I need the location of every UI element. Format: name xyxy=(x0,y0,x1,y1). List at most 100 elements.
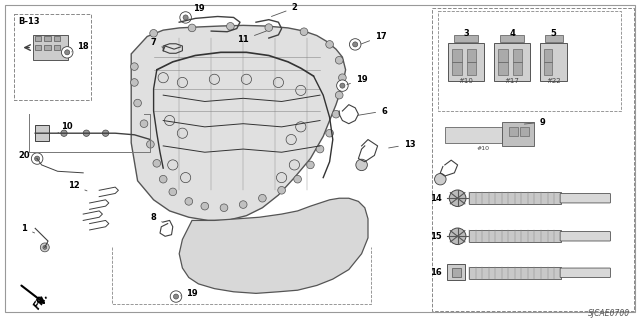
Text: 20: 20 xyxy=(19,151,37,160)
Circle shape xyxy=(169,188,177,196)
Text: #10: #10 xyxy=(458,78,474,84)
Text: 14: 14 xyxy=(430,194,442,203)
Circle shape xyxy=(286,134,296,145)
Text: 19: 19 xyxy=(189,4,204,18)
Circle shape xyxy=(40,243,49,252)
Circle shape xyxy=(65,50,70,55)
Circle shape xyxy=(265,24,273,31)
Circle shape xyxy=(273,77,284,88)
Text: 15: 15 xyxy=(430,232,442,241)
Text: 7: 7 xyxy=(151,38,164,48)
Bar xyxy=(494,43,530,81)
Circle shape xyxy=(296,85,306,95)
Bar xyxy=(540,43,567,81)
Bar xyxy=(467,62,476,75)
Bar xyxy=(469,192,561,204)
Bar xyxy=(44,36,51,41)
Bar xyxy=(35,125,49,140)
Bar xyxy=(452,49,462,62)
Text: 2: 2 xyxy=(271,4,298,16)
Bar xyxy=(544,62,552,75)
Bar xyxy=(54,36,60,41)
Bar xyxy=(35,45,41,50)
Circle shape xyxy=(102,130,109,136)
Bar xyxy=(438,11,621,111)
Circle shape xyxy=(31,153,43,164)
Bar xyxy=(33,35,68,60)
Bar xyxy=(500,35,524,42)
Text: SJCAE0700: SJCAE0700 xyxy=(588,309,630,318)
Circle shape xyxy=(239,201,247,208)
Circle shape xyxy=(185,197,193,205)
Circle shape xyxy=(339,74,346,82)
Circle shape xyxy=(159,175,167,183)
Text: 4: 4 xyxy=(509,28,515,37)
Bar xyxy=(520,127,529,136)
Circle shape xyxy=(177,128,188,138)
Circle shape xyxy=(83,130,90,136)
Bar xyxy=(14,14,91,100)
Polygon shape xyxy=(179,198,368,293)
Circle shape xyxy=(183,15,188,20)
Circle shape xyxy=(278,187,285,194)
Circle shape xyxy=(147,140,154,148)
Circle shape xyxy=(300,28,308,36)
Circle shape xyxy=(449,190,466,206)
Text: 5: 5 xyxy=(550,28,557,37)
Text: 6: 6 xyxy=(358,107,387,116)
Circle shape xyxy=(134,99,141,107)
Bar xyxy=(447,264,465,280)
Text: #22: #22 xyxy=(547,78,561,84)
Bar xyxy=(452,62,462,75)
Circle shape xyxy=(177,77,188,88)
Circle shape xyxy=(209,74,220,84)
Bar xyxy=(445,127,502,143)
FancyBboxPatch shape xyxy=(560,232,611,241)
Circle shape xyxy=(188,24,196,32)
Text: 12: 12 xyxy=(68,181,87,191)
Circle shape xyxy=(61,47,73,58)
Circle shape xyxy=(164,116,175,125)
Bar xyxy=(544,49,552,62)
Circle shape xyxy=(153,160,161,167)
Circle shape xyxy=(170,291,182,302)
Text: 17: 17 xyxy=(361,32,387,44)
Circle shape xyxy=(335,56,343,64)
Bar xyxy=(502,122,534,146)
Circle shape xyxy=(353,42,358,47)
Circle shape xyxy=(35,156,40,161)
Circle shape xyxy=(201,202,209,210)
Text: #10: #10 xyxy=(477,146,490,151)
Circle shape xyxy=(335,91,343,99)
Circle shape xyxy=(340,83,345,88)
Circle shape xyxy=(276,172,287,183)
Circle shape xyxy=(220,204,228,212)
Circle shape xyxy=(180,172,191,183)
Bar xyxy=(454,35,477,42)
Bar xyxy=(448,43,484,81)
Text: 13: 13 xyxy=(388,140,415,149)
Circle shape xyxy=(140,120,148,127)
Bar xyxy=(432,8,634,311)
Circle shape xyxy=(307,161,314,169)
Circle shape xyxy=(316,145,324,153)
Circle shape xyxy=(227,22,234,30)
Circle shape xyxy=(131,63,138,70)
Text: #17: #17 xyxy=(504,78,520,84)
Text: 3: 3 xyxy=(463,28,468,37)
Text: 9: 9 xyxy=(524,118,545,127)
Circle shape xyxy=(158,73,168,83)
Text: 16: 16 xyxy=(430,268,442,277)
Circle shape xyxy=(43,245,47,249)
Text: 18: 18 xyxy=(72,43,89,52)
Circle shape xyxy=(173,294,179,299)
Text: 19: 19 xyxy=(347,75,367,85)
Text: 11: 11 xyxy=(237,31,266,44)
Bar xyxy=(469,230,561,242)
FancyBboxPatch shape xyxy=(560,194,611,203)
Text: 10: 10 xyxy=(58,122,73,133)
Circle shape xyxy=(131,79,138,86)
Bar xyxy=(469,267,561,279)
Circle shape xyxy=(294,175,301,183)
Circle shape xyxy=(332,110,340,118)
